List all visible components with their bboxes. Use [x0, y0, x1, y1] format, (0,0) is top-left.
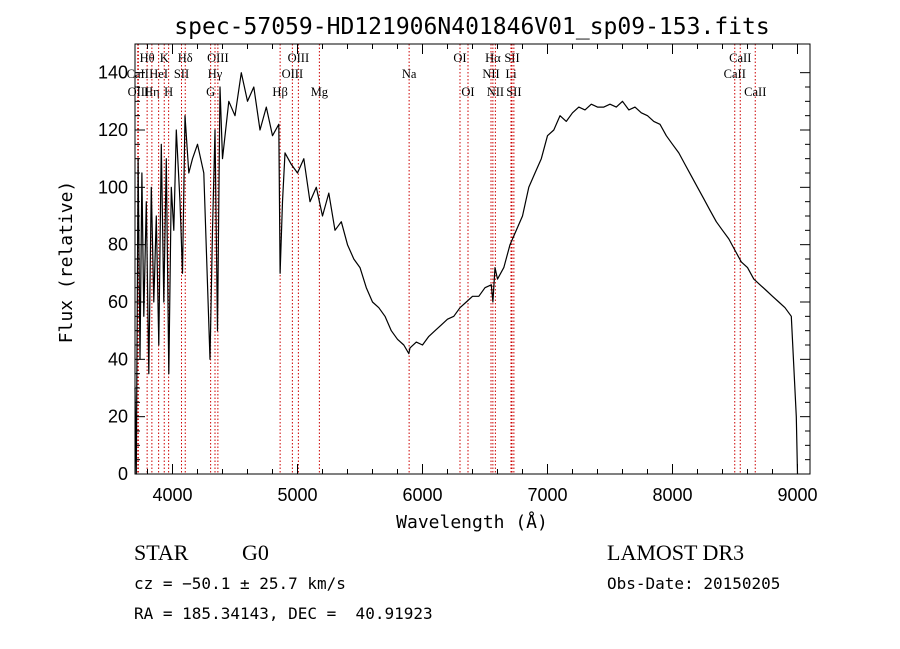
marker-label: CaII: [724, 67, 746, 81]
axes: 4000 5000 6000 7000 8000 9000 0 20 40 60 80 100 120 1…: [98, 43, 818, 505]
marker-label: Hγ: [208, 67, 223, 81]
marker-label: SII: [504, 51, 519, 65]
y-tick-label: 60: [108, 292, 128, 312]
object-subclass: G0: [242, 540, 269, 565]
marker-label: SII: [506, 85, 521, 99]
coordinates: RA = 185.34143, DEC = 40.91923: [134, 604, 433, 623]
marker-label: Hβ: [272, 85, 287, 99]
x-tick-label: 8000: [652, 485, 692, 505]
redshift-readout: cz = −50.1 ± 25.7 km/s: [134, 574, 346, 593]
x-tick-label: 5000: [277, 485, 317, 505]
y-tick-label: 100: [98, 177, 128, 197]
marker-label: OI: [461, 85, 474, 99]
marker-label: CaII: [127, 67, 149, 81]
marker-label: Na: [402, 67, 417, 81]
x-tick-label: 9000: [777, 485, 817, 505]
x-tick-label: 4000: [152, 485, 192, 505]
y-tick-label: 80: [108, 235, 128, 255]
marker-label: G: [206, 85, 215, 99]
marker-label: Hα: [485, 51, 501, 65]
marker-label: OI: [453, 51, 466, 65]
spectrum-series: [134, 72, 799, 475]
y-tick-label: 0: [118, 464, 128, 484]
marker-label: OIII: [282, 67, 304, 81]
chart-title: spec-57059-HD121906N401846V01_sp09-153.f…: [174, 14, 769, 40]
marker-label: K: [160, 51, 169, 65]
marker-label: Hδ: [178, 51, 193, 65]
marker-label: SII: [174, 67, 189, 81]
x-tick-label: 7000: [527, 485, 567, 505]
marker-label: Hη: [144, 85, 160, 99]
marker-label: OIII: [288, 51, 310, 65]
marker-label: NII: [487, 85, 504, 99]
y-tick-label: 40: [108, 349, 128, 369]
marker-label: CaII: [729, 51, 751, 65]
y-axis-label: Flux (relative): [56, 181, 77, 344]
y-tick-label: 20: [108, 407, 128, 427]
y-tick-label: 120: [98, 120, 128, 140]
marker-label: Hθ: [140, 51, 155, 65]
survey-name: LAMOST DR3: [607, 540, 745, 565]
marker-label: Li: [505, 67, 517, 81]
object-class: STAR: [134, 540, 189, 565]
spectrum-line: [134, 72, 799, 475]
marker-label: HeI: [149, 67, 168, 81]
marker-label: OIII: [207, 51, 229, 65]
y-tick-label: 140: [98, 63, 128, 83]
marker-label: Mg: [311, 85, 329, 99]
marker-label: NII: [482, 67, 499, 81]
spectrum-chart: spec-57059-HD121906N401846V01_sp09-153.f…: [56, 14, 818, 533]
marker-label: H: [164, 85, 173, 99]
x-axis-label: Wavelength (Å): [396, 511, 548, 533]
marker-label: OIII: [128, 85, 150, 99]
obs-date: Obs-Date: 20150205: [607, 574, 781, 593]
marker-label: CaII: [744, 85, 766, 99]
x-tick-label: 6000: [402, 485, 442, 505]
